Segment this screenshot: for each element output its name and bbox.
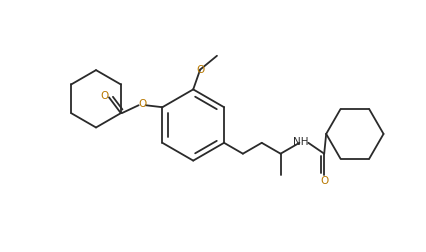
Text: NH: NH bbox=[293, 137, 308, 147]
Text: O: O bbox=[138, 99, 147, 109]
Text: O: O bbox=[320, 176, 328, 186]
Text: O: O bbox=[100, 91, 108, 101]
Text: O: O bbox=[196, 65, 205, 75]
